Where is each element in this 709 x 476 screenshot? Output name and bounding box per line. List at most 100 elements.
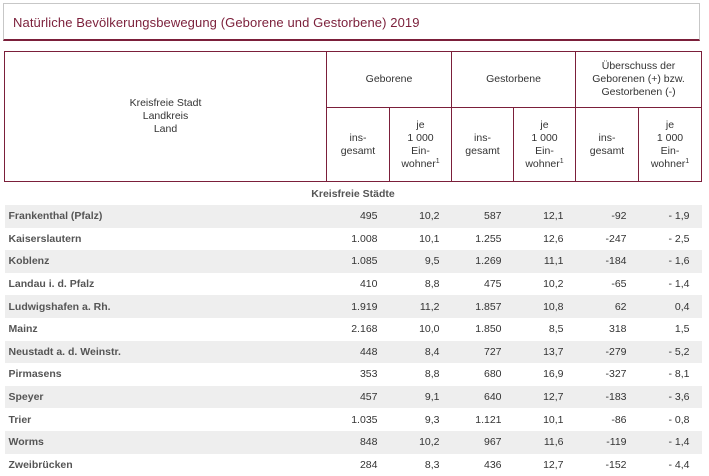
header-geborene: Geborene [325,51,453,108]
header-gestorbene: Gestorbene [451,51,577,108]
table-row: Mainz 2.168 10,0 1.850 8,5 318 1,5 [5,318,702,341]
gestorbene-insgesamt: 587 [451,205,514,228]
gestorbene-je-1000: 13,7 [513,340,576,364]
gestorbene-insgesamt: 967 [451,430,514,454]
ueberschuss-je-1000: - 0,8 [668,413,690,426]
title-box: Natürliche Bevölkerungsbewegung (Geboren… [3,3,700,41]
gestorbene-je-1000: 12,7 [543,458,564,471]
table-row: Pirmasens 353 8,8 680 16,9 -327 - 8,1 [5,363,702,386]
geborene-je-1000: 10,1 [419,232,440,245]
gestorbene-insgesamt: 1.121 [475,413,502,426]
ueberschuss-insgesamt: -152 [605,458,627,471]
ueberschuss-insgesamt: 62 [575,295,639,318]
ueberschuss-je-1000: 1,5 [674,323,690,336]
table-row: Speyer 457 9,1 640 12,7 -183 - 3,6 [4,385,702,409]
geborene-insgesamt: 1.919 [326,295,390,318]
header-geborene-je-1000: je 1 000 Ein- wohner1 [388,107,453,182]
section-row: Kreisfreie Städte [5,182,702,206]
ueberschuss-je-1000: - 1,4 [668,278,690,291]
ueberschuss-insgesamt: -327 [605,368,627,381]
gestorbene-insgesamt: 436 [483,458,502,471]
statistics-table: Kreisfreie Stadt Landkreis Land Geborene… [4,51,703,476]
table-row: Worms 848 10,2 967 11,6 -119 - 1,4 [4,430,702,454]
geborene-je-1000: 9,5 [389,250,452,273]
ueberschuss-insgesamt: -86 [611,413,627,426]
gestorbene-je-1000: 16,9 [543,368,564,381]
gestorbene-je-1000: 12,1 [513,205,576,228]
geborene-insgesamt: 2.168 [351,323,378,336]
geborene-je-1000: 10,0 [419,323,440,336]
table-header: Kreisfreie Stadt Landkreis Land Geborene… [4,51,703,182]
geborene-insgesamt: 457 [326,385,390,409]
geborene-je-1000: 8,3 [424,458,440,471]
ueberschuss-je-1000: - 5,2 [638,340,702,364]
geborene-insgesamt: 410 [359,278,378,291]
geborene-je-1000: 11,2 [389,295,452,318]
gestorbene-je-1000: 10,2 [543,278,564,291]
row-name: Trier [8,413,32,426]
section-label: Kreisfreie Städte [311,187,395,200]
geborene-je-1000: 9,1 [389,385,452,409]
ueberschuss-insgesamt: 318 [608,323,627,336]
gestorbene-je-1000: 12,7 [513,385,576,409]
ueberschuss-insgesamt: -247 [605,232,627,245]
geborene-je-1000: 9,3 [424,413,440,426]
geborene-insgesamt: 1.035 [351,413,378,426]
table-row: Ludwigshafen a. Rh. 1.919 11,2 1.857 10,… [4,295,702,318]
ueberschuss-insgesamt: -183 [575,385,639,409]
gestorbene-je-1000: 8,5 [548,323,564,336]
ueberschuss-je-1000: - 8,1 [668,368,690,381]
ueberschuss-insgesamt: -65 [611,278,627,291]
ueberschuss-insgesamt: -119 [575,430,639,454]
table-row: Neustadt a. d. Weinstr. 448 8,4 727 13,7… [4,340,702,364]
gestorbene-insgesamt: 475 [483,278,502,291]
geborene-je-1000: 10,2 [389,205,452,228]
gestorbene-insgesamt: 1.857 [451,295,514,318]
ueberschuss-insgesamt: -184 [575,250,639,273]
gestorbene-insgesamt: 727 [451,340,514,364]
row-name: Ludwigshafen a. Rh. [4,295,327,318]
row-name: Mainz [8,323,38,336]
geborene-je-1000: 8,8 [424,368,440,381]
row-name: Landau i. d. Pfalz [8,278,95,291]
table-body: Kreisfreie Städte Frankenthal (Pfalz) 49… [4,182,702,476]
gestorbene-insgesamt: 1.850 [475,323,502,336]
row-name: Neustadt a. d. Weinstr. [4,340,327,364]
table-row: Zweibrücken 284 8,3 436 12,7 -152 - 4,4 [5,454,702,476]
gestorbene-je-1000: 10,8 [513,295,576,318]
header-stub: Kreisfreie Stadt Landkreis Land [4,51,327,182]
geborene-insgesamt: 1.085 [326,250,390,273]
geborene-insgesamt: 848 [326,430,390,454]
geborene-insgesamt: 1.008 [351,232,378,245]
header-ueberschuss-insgesamt: ins- gesamt [575,107,640,182]
row-name: Zweibrücken [8,458,73,471]
ueberschuss-je-1000: - 1,9 [638,205,702,228]
table-row: Landau i. d. Pfalz 410 8,8 475 10,2 -65 … [5,273,702,296]
geborene-insgesamt: 448 [326,340,390,364]
table-row: Trier 1.035 9,3 1.121 10,1 -86 - 0,8 [5,408,702,431]
gestorbene-je-1000: 11,6 [513,430,576,454]
geborene-je-1000: 8,8 [424,278,440,291]
ueberschuss-je-1000: - 1,6 [638,250,702,273]
ueberschuss-insgesamt: -92 [575,205,639,228]
geborene-insgesamt: 353 [359,368,378,381]
gestorbene-insgesamt: 1.269 [451,250,514,273]
header-ueberschuss-je-1000: je 1 000 Ein- wohner1 [638,107,703,182]
header-gestorbene-je-1000: je 1 000 Ein- wohner1 [513,107,577,182]
table-row: Kaiserslautern 1.008 10,1 1.255 12,6 -24… [5,228,702,251]
geborene-insgesamt: 495 [326,205,390,228]
ueberschuss-je-1000: - 4,4 [668,458,690,471]
table-row: Frankenthal (Pfalz) 495 10,2 587 12,1 -9… [4,205,702,228]
geborene-je-1000: 10,2 [389,430,452,454]
gestorbene-je-1000: 11,1 [513,250,576,273]
gestorbene-insgesamt: 640 [451,385,514,409]
row-name: Worms [4,430,327,454]
page-title: Natürliche Bevölkerungsbewegung (Geboren… [13,15,420,30]
header-gestorbene-insgesamt: ins- gesamt [451,107,515,182]
row-name: Pirmasens [8,368,62,381]
header-geborene-insgesamt: ins- gesamt [326,107,390,182]
ueberschuss-je-1000: - 3,6 [638,385,702,409]
row-name: Koblenz [4,250,327,273]
geborene-insgesamt: 284 [359,458,378,471]
